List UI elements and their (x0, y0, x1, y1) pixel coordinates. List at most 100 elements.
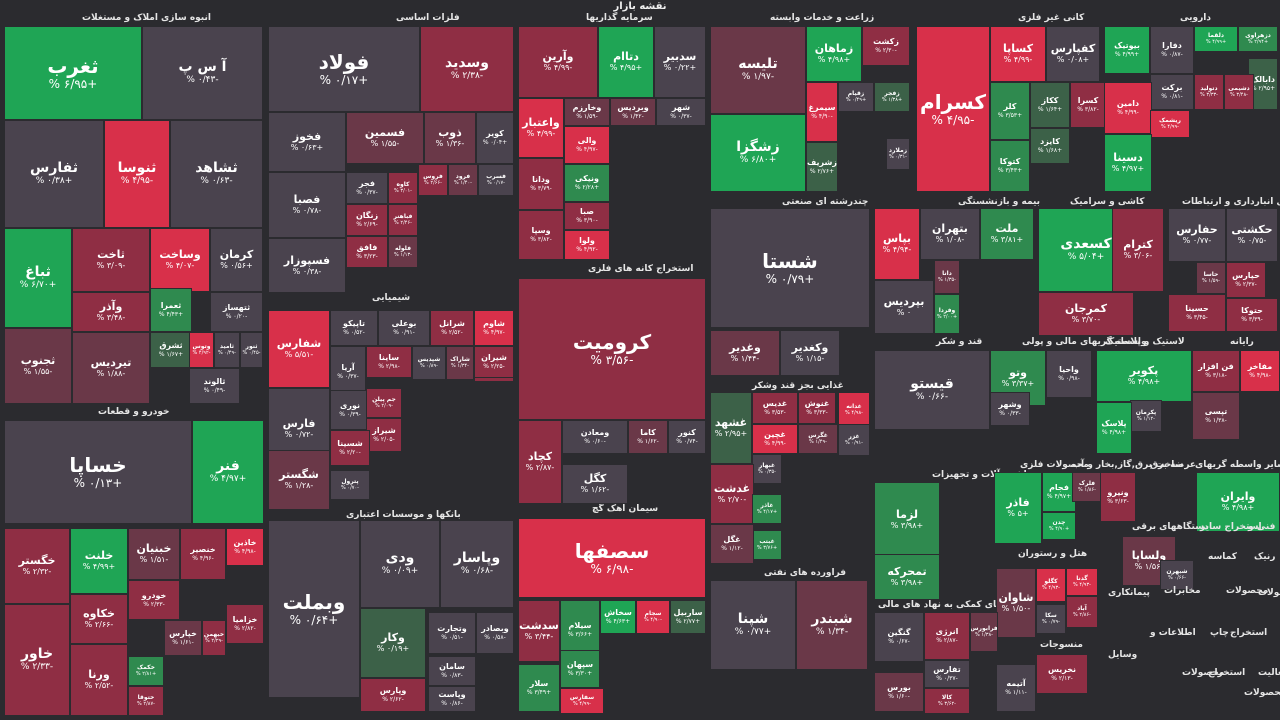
stock-tile[interactable]: زملارد -۰/۳۱ % (886, 138, 910, 170)
stock-tile[interactable]: فجام +۴/۹۷ % (1042, 472, 1076, 512)
stock-tile[interactable]: وکغدیر -۱/۱۵ % (780, 330, 840, 376)
stock-tile[interactable]: شبهرن -۰/۶۶ % (1160, 560, 1194, 590)
stock-tile[interactable]: فباهنر -۲/۴۶ % (388, 204, 418, 236)
stock-tile[interactable]: غگل -۱/۱۲ % (710, 524, 754, 564)
stock-tile[interactable]: حاسا -۱/۵۹ % (1196, 262, 1226, 294)
stock-tile[interactable]: سصفها -۶/۹۸ % (518, 518, 706, 598)
stock-tile[interactable]: ودانا -۳/۷۹ % (518, 158, 564, 210)
stock-tile[interactable]: وساخت -۴/۰۷ % (150, 228, 210, 292)
stock-tile[interactable]: ومعادن -۰/۶۰ % (562, 420, 628, 454)
stock-tile[interactable]: حتوکا -۳/۳۹ % (1226, 298, 1278, 332)
stock-tile[interactable]: شپنا +۰/۷۷ % (710, 580, 796, 670)
stock-tile[interactable]: شفارس -۵/۵۱ % (268, 310, 330, 388)
stock-tile[interactable]: ثجنوب -۱/۵۵ % (4, 328, 72, 404)
stock-tile[interactable]: خودرو -۲/۳۳ % (128, 580, 180, 620)
stock-tile[interactable]: ونیکی +۲/۲۸ % (564, 164, 610, 202)
stock-tile[interactable]: تیردیس -۱/۸۸ % (72, 332, 150, 404)
stock-tile[interactable]: وبصادر -۰/۵۸ % (476, 612, 514, 654)
stock-tile[interactable]: بتهران -۱/۰۸ % (920, 208, 980, 260)
stock-tile[interactable]: فافق -۳/۲۳ % (346, 236, 388, 268)
stock-tile[interactable]: سپهان +۳/۳۰ % (560, 650, 600, 688)
stock-tile[interactable]: ساربیل +۲/۷۷ % (670, 600, 706, 634)
stock-tile[interactable]: سکا -۰/۷۹ % (1036, 604, 1066, 634)
stock-tile[interactable]: کاوه -۳/۰۱ % (388, 172, 418, 204)
stock-tile[interactable]: فنر +۴/۹۷ % (192, 420, 264, 524)
stock-tile[interactable]: کگل -۱/۶۲ % (562, 464, 628, 504)
stock-tile[interactable]: سلار +۳/۴۹ % (518, 664, 560, 712)
stock-tile[interactable]: کرومیت -۳/۵۶ % (518, 278, 706, 420)
stock-tile[interactable]: ثفارس +۰/۳۸ % (4, 120, 104, 228)
stock-tile[interactable]: نخریس -۲/۱۳ % (1036, 654, 1088, 694)
stock-tile[interactable]: زماهان +۴/۹۸ % (806, 26, 862, 82)
stock-tile[interactable]: وکار +۰/۱۹ % (360, 608, 426, 678)
stock-tile[interactable]: غبتب +۳/۷۶ % (752, 530, 782, 560)
stock-tile[interactable]: شستا +۰/۷۹ % (710, 208, 870, 328)
stock-tile[interactable]: کساپا -۴/۹۹ % (990, 26, 1046, 82)
stock-tile[interactable]: خاور -۲/۳۳ % (4, 604, 70, 716)
stock-tile[interactable]: وپاست -۰/۸۶ % (428, 686, 476, 712)
stock-tile[interactable]: ثعمرا +۴/۴۳ % (150, 288, 192, 332)
stock-tile[interactable]: تمحرکه +۳/۹۸ % (874, 554, 940, 600)
stock-tile[interactable]: حفارس -۰/۷۷ % (1168, 208, 1226, 262)
stock-tile[interactable]: ختوقا -۲/۸۷ % (128, 686, 164, 716)
stock-tile[interactable]: بوعلی -۰/۹۱ % (378, 310, 430, 346)
stock-tile[interactable]: شهر -۰/۳۷ % (656, 98, 706, 126)
stock-tile[interactable]: زنگان -۲/۶۹ % (346, 204, 388, 236)
stock-tile[interactable]: زفجر +۱/۳۸ % (874, 82, 910, 112)
stock-tile[interactable]: والی -۴/۹۷ % (564, 126, 610, 164)
stock-tile[interactable]: تلیسه -۱/۹۷ % (710, 26, 806, 114)
stock-tile[interactable]: بیوتیک +۴/۹۹ % (1104, 26, 1150, 74)
stock-tile[interactable]: پترول -۰/۷۰ % (330, 470, 370, 500)
stock-tile[interactable]: فسرب -۰/۱۷ % (478, 164, 514, 196)
stock-tile[interactable]: صبا -۳/۹۰ % (564, 202, 610, 230)
stock-tile[interactable]: غشهد +۲/۹۵ % (710, 392, 752, 464)
stock-tile[interactable]: کویر +۰/۰۴ % (476, 112, 514, 164)
stock-tile[interactable]: وسپا -۳/۸۲ % (518, 210, 564, 260)
stock-tile[interactable]: گنگین -۰/۶۷ % (874, 612, 924, 662)
stock-tile[interactable]: ریشمک -۴/۹۹ % (1150, 110, 1190, 138)
stock-tile[interactable]: خپارس -۱/۶۱ % (164, 620, 202, 656)
stock-tile[interactable]: پکویر +۴/۹۸ % (1096, 350, 1192, 402)
stock-tile[interactable]: ثامید -۰/۴۹ % (214, 332, 240, 368)
stock-tile[interactable]: شاراک -۱/۳۴ % (446, 346, 474, 380)
stock-tile[interactable]: وخارزم -۱/۵۹ % (564, 98, 610, 126)
stock-tile[interactable]: کایزد +۱/۶۸ % (1030, 128, 1070, 164)
stock-tile[interactable]: خبهمن -۲/۲۹ % (202, 620, 226, 656)
stock-tile[interactable]: فلرک -۱/۸۶ % (1072, 472, 1102, 502)
stock-tile[interactable]: فسمین -۱/۵۵ % (346, 112, 424, 164)
stock-tile[interactable]: غبهار -۰/۳۵ % (752, 454, 782, 484)
stock-tile[interactable]: غدیس -۳/۵۳ % (752, 392, 798, 424)
stock-tile[interactable]: وسدید -۲/۳۸ % (420, 26, 514, 112)
stock-tile[interactable]: پکرمان -۱/۱۲ % (1130, 400, 1162, 432)
stock-tile[interactable]: خساپا +۰/۱۳ % (4, 420, 192, 524)
stock-tile[interactable]: تپسی -۱/۳۸ % (1192, 392, 1240, 440)
stock-tile[interactable]: شسینا -۲/۲۰ % (330, 430, 370, 466)
stock-tile[interactable]: خزامیا -۲/۸۲ % (226, 604, 264, 644)
stock-tile[interactable]: شاوم -۴/۹۷ % (474, 310, 514, 346)
stock-tile[interactable]: سامان -۰/۸۳ % (428, 656, 476, 686)
stock-tile[interactable]: وتجارت -۰/۵۱ % (428, 612, 476, 654)
stock-tile[interactable]: وشهر -۰/۳۳ % (990, 392, 1030, 426)
stock-tile[interactable]: ساینا -۲/۹۸ % (366, 346, 412, 378)
stock-tile[interactable]: دسینا +۴/۹۷ % (1104, 134, 1152, 192)
stock-tile[interactable]: چدن +۴/۹۰ % (1042, 512, 1076, 540)
stock-tile[interactable]: بورس -۱/۶۰ % (874, 672, 924, 712)
stock-tile[interactable]: جم پیلن -۲/۰۹ % (366, 388, 402, 418)
stock-tile[interactable]: ثغرب +۶/۹۵ % (4, 26, 142, 120)
stock-tile[interactable]: ثتهساز -۰/۲۰ % (210, 292, 263, 332)
stock-tile[interactable]: شیراز -۲/۰۵ % (366, 418, 402, 452)
stock-tile[interactable]: واعتبار -۴/۹۹ % (518, 98, 564, 158)
stock-tile[interactable]: کسرام -۴/۹۵ % (916, 26, 990, 192)
stock-tile[interactable]: حکشتی -۰/۷۵ % (1226, 208, 1278, 262)
stock-tile[interactable]: تاپیکو -۰/۵۲ % (330, 310, 378, 346)
stock-tile[interactable]: شگستر -۱/۲۸ % (268, 450, 330, 510)
stock-tile[interactable]: سجام -۴/۹۰ % (636, 600, 670, 634)
stock-tile[interactable]: خبنیان -۱/۵۱ % (128, 528, 180, 580)
stock-tile[interactable]: وغدیر -۱/۴۴ % (710, 330, 780, 376)
stock-tile[interactable]: دشیمی -۳/۴۸ % (1224, 74, 1254, 110)
stock-tile[interactable]: وایران +۴/۹۸ % (1196, 472, 1280, 532)
stock-tile[interactable]: فرابورس -۱/۳۸ % (970, 612, 998, 652)
stock-tile[interactable]: آباد -۲/۸۶ % (1066, 596, 1098, 628)
stock-tile[interactable]: وفردا +۲/۰۰ % (934, 294, 960, 334)
stock-tile[interactable]: قیستو -۰/۶۶ % (874, 350, 990, 430)
